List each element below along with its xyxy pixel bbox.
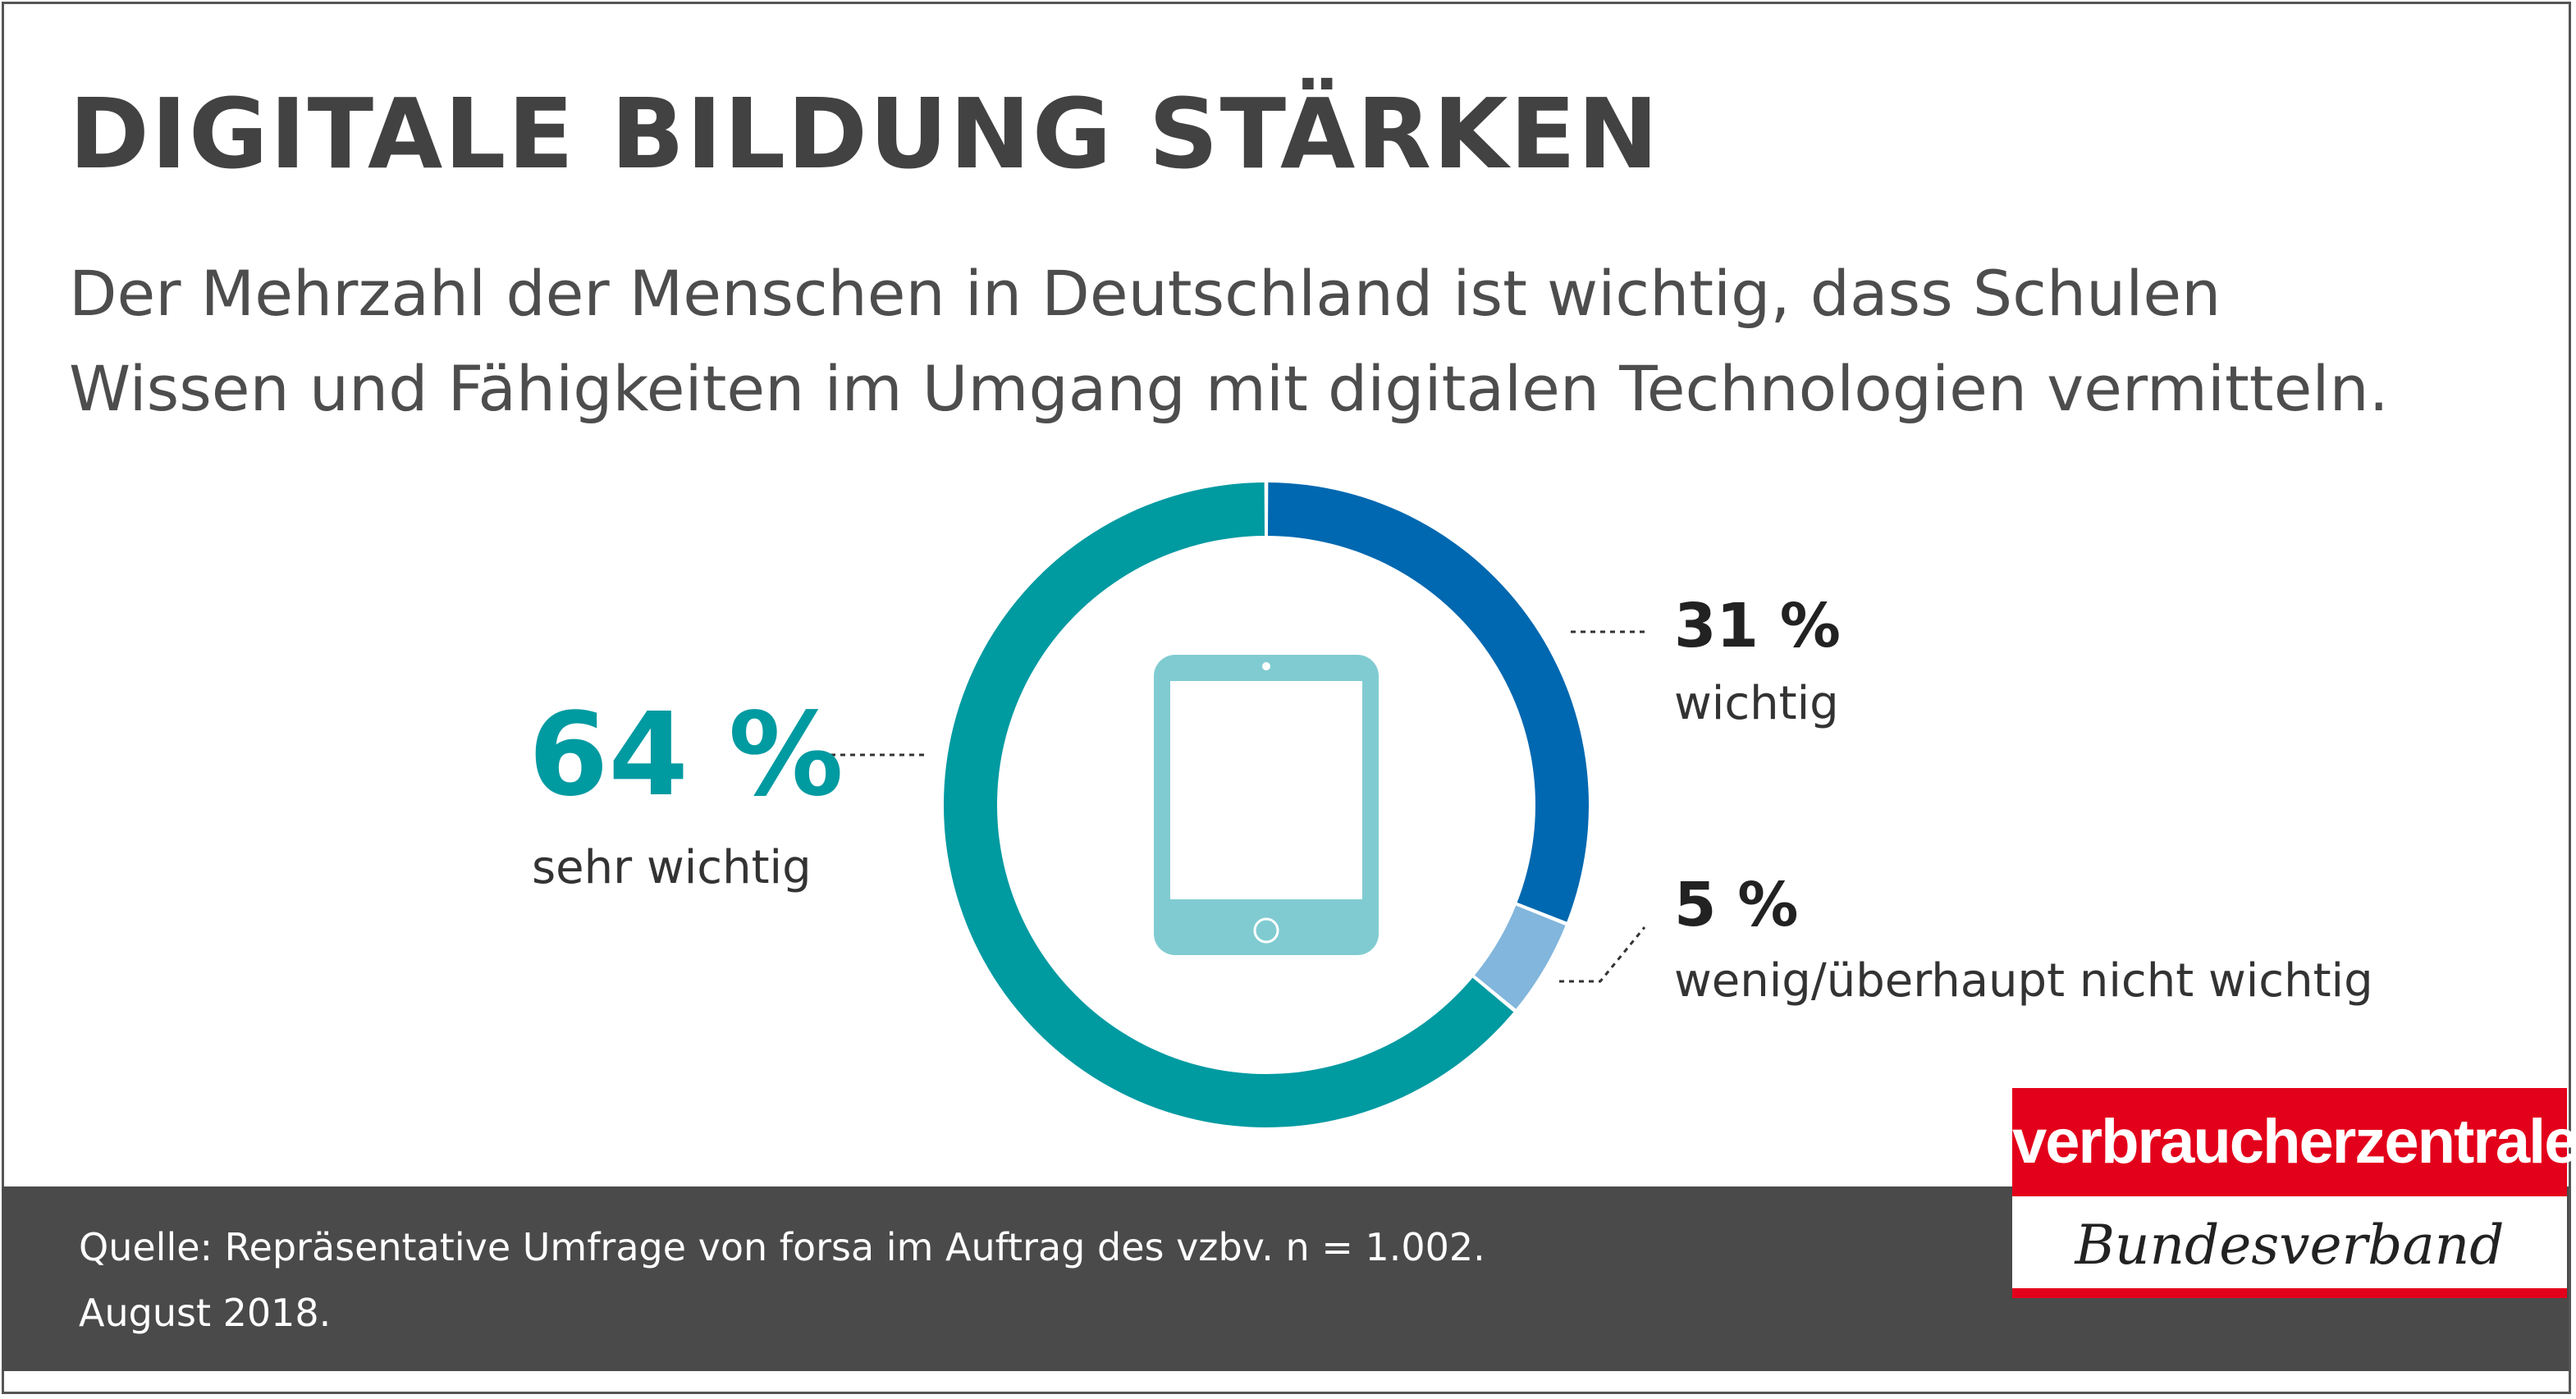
logo-wordmark: verbraucherzentrale — [2012, 1088, 2576, 1196]
subtitle-line-2: Wissen und Fähigkeiten im Umgang mit dig… — [69, 352, 2389, 425]
slice-label-wenig: wenig/überhaupt nicht wichtig — [1674, 954, 2373, 1008]
value-label-sehr-wichtig: 64 % — [528, 688, 844, 822]
logo-stripe — [2012, 1288, 2567, 1298]
source-note: Quelle: Repräsentative Umfrage von forsa… — [79, 1214, 1485, 1346]
donut-slice-wichtig — [1267, 482, 1589, 922]
slice-label-sehr-wichtig: sehr wichtig — [532, 841, 812, 894]
value-label-wichtig: 31 % — [1674, 591, 1841, 661]
leader-line-wenig — [1559, 926, 1646, 983]
value-label-wenig: 5 % — [1674, 870, 1798, 940]
source-line-2: August 2018. — [79, 1291, 332, 1335]
logo-subline-text: Bundesverband — [2075, 1214, 2505, 1277]
slice-label-wichtig: wichtig — [1674, 677, 1839, 730]
source-line-1: Quelle: Repräsentative Umfrage von forsa… — [79, 1225, 1485, 1269]
donut-slice-sehr-wichtig — [944, 482, 1514, 1127]
donut-slices — [944, 482, 1589, 1127]
verbraucherzentrale-logo: verbraucherzentrale Bundesverband — [2012, 1088, 2576, 1298]
donut-slice-wenig-berhaupt-nicht-wichtig — [1474, 905, 1566, 1009]
tablet-icon — [1154, 655, 1379, 955]
subtitle: Der Mehrzahl der Menschen in Deutschland… — [69, 246, 2449, 437]
page-title: DIGITALE BILDUNG STÄRKEN — [69, 77, 1660, 190]
donut-chart: 64 % sehr wichtig 31 % wichtig 5 % wenig… — [528, 482, 2373, 1127]
logo-subline: Bundesverband — [2012, 1196, 2567, 1292]
subtitle-line-1: Der Mehrzahl der Menschen in Deutschland… — [69, 257, 2221, 330]
